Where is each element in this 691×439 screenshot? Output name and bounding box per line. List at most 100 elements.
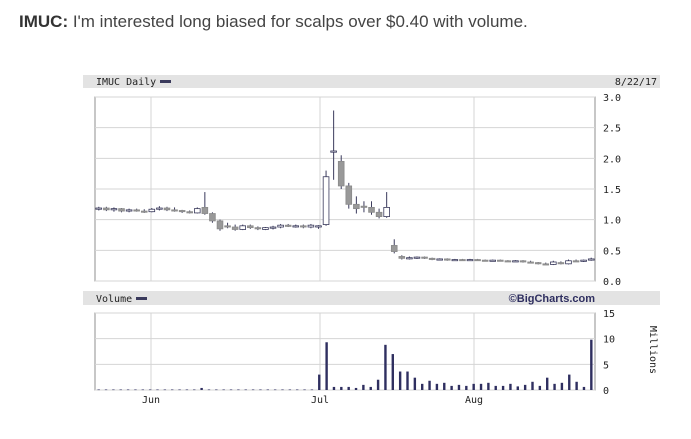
- candle-body: [140, 210, 148, 213]
- candle-body: [459, 259, 466, 262]
- candle-body: [481, 259, 489, 262]
- candle-body: [406, 257, 413, 260]
- candle-body: [497, 259, 504, 262]
- volume-bar: [398, 371, 402, 390]
- candle-body: [489, 259, 497, 262]
- volume-bar: [156, 389, 159, 391]
- candle-body: [118, 208, 125, 212]
- x-axis-label: Jun: [142, 395, 160, 406]
- volume-bar: [251, 389, 255, 391]
- candle-body: [163, 207, 171, 211]
- volume-bar: [494, 385, 497, 390]
- candle-body: [428, 257, 436, 260]
- candle-body: [512, 260, 519, 263]
- volume-bar: [457, 384, 461, 390]
- candle-body: [337, 160, 345, 187]
- candle-body: [580, 259, 587, 262]
- volume-bar: [281, 389, 284, 391]
- volume-bar: [104, 389, 108, 391]
- price-y-tick-label: 0.5: [603, 246, 621, 257]
- volume-bar: [443, 382, 446, 390]
- candle-body: [466, 259, 474, 262]
- candle-body: [262, 227, 269, 230]
- ticker-label: IMUC:: [19, 12, 69, 31]
- volume-bar: [501, 385, 505, 390]
- volume-bar: [531, 381, 534, 390]
- candle-body: [300, 225, 307, 228]
- volume-bar: [413, 377, 417, 390]
- volume-grid: [95, 312, 595, 391]
- volume-bar: [354, 387, 358, 390]
- volume-bar: [200, 387, 203, 390]
- volume-bar: [310, 389, 314, 391]
- candle-body: [504, 260, 512, 263]
- candle-body: [390, 245, 398, 252]
- volume-legend-swatch: [136, 297, 147, 300]
- volume-bar: [273, 389, 277, 391]
- candle-body: [527, 261, 534, 264]
- price-header-bar: [83, 75, 660, 88]
- candle-body: [178, 210, 186, 213]
- volume-bar: [582, 386, 586, 390]
- candle-body: [375, 211, 383, 218]
- volume-chart-title: Volume: [96, 294, 132, 305]
- volume-y-axis: 15 10 5 0: [603, 309, 615, 397]
- candle-body: [534, 262, 542, 265]
- volume-bar: [435, 383, 439, 390]
- volume-bar: [112, 389, 115, 391]
- candle-body: [224, 225, 231, 228]
- candle-body: [345, 185, 353, 205]
- volume-bar: [178, 389, 181, 391]
- volume-bar: [119, 389, 122, 391]
- price-y-tick-label: 0.0: [603, 277, 621, 288]
- x-axis-label: Jul: [311, 395, 329, 406]
- candle-body: [542, 263, 550, 266]
- volume-bar: [215, 389, 218, 391]
- candle-body: [193, 208, 201, 214]
- candle-body: [413, 256, 421, 259]
- candle-body: [209, 213, 216, 222]
- volume-bar: [288, 389, 292, 391]
- x-axis-label: Aug: [465, 395, 483, 406]
- volume-bar: [590, 339, 593, 390]
- x-axis-labels: Jun Jul Aug: [142, 395, 483, 406]
- candle-body: [436, 258, 443, 261]
- post-headline: IMUC: I'm interested long biased for sca…: [19, 12, 679, 32]
- candle-body: [133, 209, 140, 212]
- volume-bar: [148, 389, 152, 391]
- volume-bar: [465, 385, 468, 390]
- volume-bar: [428, 380, 431, 390]
- price-legend-swatch: [160, 80, 171, 83]
- volume-bar: [303, 389, 306, 391]
- candle-body: [148, 208, 156, 213]
- candle-body: [368, 206, 375, 213]
- candle-body: [269, 226, 277, 229]
- volume-bar: [406, 371, 409, 390]
- volume-bar: [538, 385, 542, 390]
- volume-unit-label: Millions: [647, 326, 658, 374]
- volume-bar: [134, 389, 137, 391]
- volume-bar: [340, 386, 343, 390]
- candle-body: [315, 225, 322, 228]
- volume-bar: [193, 389, 196, 391]
- volume-plot-frame: [94, 312, 596, 391]
- price-chart-title: IMUC Daily: [96, 77, 156, 88]
- volume-bar: [369, 386, 372, 390]
- price-candles: [95, 110, 595, 266]
- source-label: ©BigCharts.com: [509, 293, 596, 305]
- volume-bar: [560, 382, 564, 390]
- candle-body: [125, 209, 133, 212]
- candle-body: [330, 150, 337, 153]
- volume-bar: [97, 389, 100, 391]
- candle-body: [247, 225, 254, 229]
- price-y-tick-label: 3.0: [603, 93, 621, 104]
- price-y-tick-label: 1.0: [603, 216, 621, 227]
- volume-bar: [421, 383, 424, 390]
- volume-bar: [516, 386, 519, 390]
- volume-header-bar: [83, 291, 660, 305]
- volume-bar: [479, 383, 483, 390]
- candle-body: [103, 207, 110, 211]
- candle-body: [572, 260, 580, 263]
- volume-bar: [391, 354, 394, 390]
